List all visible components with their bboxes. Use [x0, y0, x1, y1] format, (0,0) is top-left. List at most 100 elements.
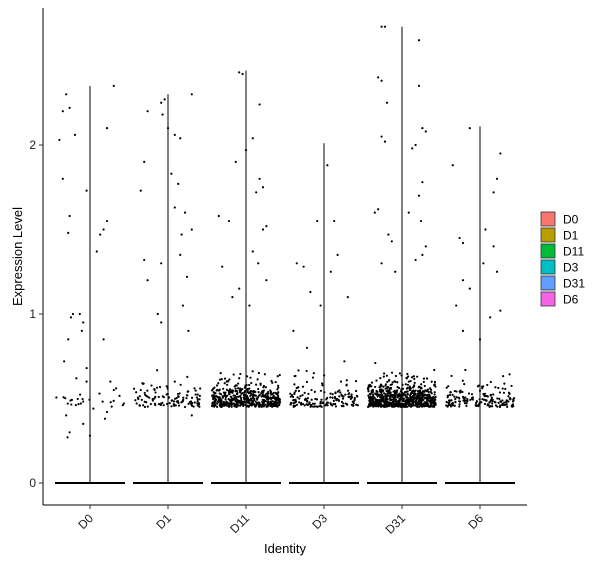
data-point — [385, 404, 389, 407]
data-point — [340, 400, 344, 404]
data-point — [428, 395, 431, 398]
data-point — [331, 393, 334, 396]
data-point — [85, 366, 88, 370]
data-point — [252, 402, 255, 405]
data-point — [256, 396, 259, 400]
data-point — [256, 378, 259, 381]
data-point — [491, 405, 494, 408]
data-point — [355, 389, 358, 393]
data-point — [352, 402, 355, 405]
data-point — [185, 394, 189, 397]
data-point — [384, 398, 387, 402]
violin-group-d31 — [366, 25, 437, 484]
data-point — [496, 397, 499, 400]
data-point — [276, 392, 279, 395]
data-point — [350, 393, 353, 396]
data-point — [135, 402, 138, 405]
data-point — [329, 396, 332, 399]
data-point — [380, 390, 383, 393]
data-point — [187, 329, 190, 332]
data-point — [388, 387, 391, 390]
data-point — [494, 404, 498, 407]
data-point — [383, 140, 387, 143]
data-point — [370, 401, 374, 404]
data-point — [85, 189, 88, 192]
data-point — [294, 404, 297, 407]
data-point — [454, 397, 457, 401]
data-point — [239, 396, 243, 400]
y-axis-title: Expression Level — [10, 207, 25, 306]
data-point — [240, 402, 243, 405]
data-point — [374, 403, 377, 406]
data-point — [379, 385, 382, 388]
data-point — [368, 392, 371, 396]
data-point — [465, 402, 468, 405]
data-point — [419, 219, 423, 223]
data-point — [218, 378, 222, 381]
data-point — [347, 393, 350, 396]
data-point — [251, 137, 254, 140]
data-point — [162, 404, 165, 407]
data-point — [183, 211, 187, 214]
data-point — [370, 404, 374, 407]
data-point — [212, 391, 215, 394]
data-point — [247, 401, 251, 404]
data-point — [254, 400, 257, 403]
data-point — [177, 401, 180, 405]
data-point — [323, 374, 326, 377]
data-point — [180, 233, 183, 236]
data-point — [249, 403, 253, 406]
data-point — [319, 389, 323, 392]
data-point — [143, 258, 146, 262]
data-point — [414, 258, 417, 262]
data-point — [502, 391, 506, 394]
data-point — [461, 329, 465, 332]
data-point — [138, 404, 141, 407]
data-point — [218, 396, 221, 399]
data-point — [217, 389, 221, 392]
data-point — [112, 388, 115, 392]
data-point — [478, 389, 482, 392]
data-point — [408, 397, 411, 400]
data-point — [449, 391, 452, 394]
data-point — [196, 400, 199, 403]
data-point — [138, 395, 141, 398]
data-point — [397, 386, 401, 390]
data-point — [292, 398, 296, 401]
data-point — [194, 389, 197, 392]
data-point — [297, 389, 301, 393]
data-point — [247, 398, 251, 401]
data-point — [475, 401, 478, 405]
data-point — [65, 93, 68, 96]
data-point — [423, 393, 427, 396]
data-point — [453, 395, 456, 398]
data-point — [264, 403, 267, 406]
data-point — [249, 376, 252, 379]
data-point — [195, 396, 199, 399]
data-point — [82, 400, 85, 403]
data-point — [112, 399, 115, 402]
data-point — [303, 398, 307, 401]
data-point — [272, 391, 275, 394]
data-point — [371, 399, 374, 402]
data-point — [378, 399, 381, 402]
data-point — [332, 399, 335, 402]
x-tick-label: D0 — [75, 511, 96, 532]
data-point — [455, 304, 458, 307]
data-point — [445, 386, 448, 389]
data-point — [411, 390, 414, 393]
data-point — [247, 392, 250, 395]
data-point — [225, 388, 229, 391]
data-point — [294, 389, 297, 392]
data-point — [458, 397, 461, 400]
data-point — [228, 388, 232, 391]
data-point — [384, 387, 387, 390]
data-point — [501, 387, 504, 390]
data-point — [502, 375, 505, 378]
data-point — [194, 393, 197, 396]
data-point — [404, 383, 407, 386]
data-point — [249, 390, 253, 393]
data-point — [214, 401, 217, 404]
data-point — [415, 395, 418, 398]
data-point — [320, 382, 324, 385]
